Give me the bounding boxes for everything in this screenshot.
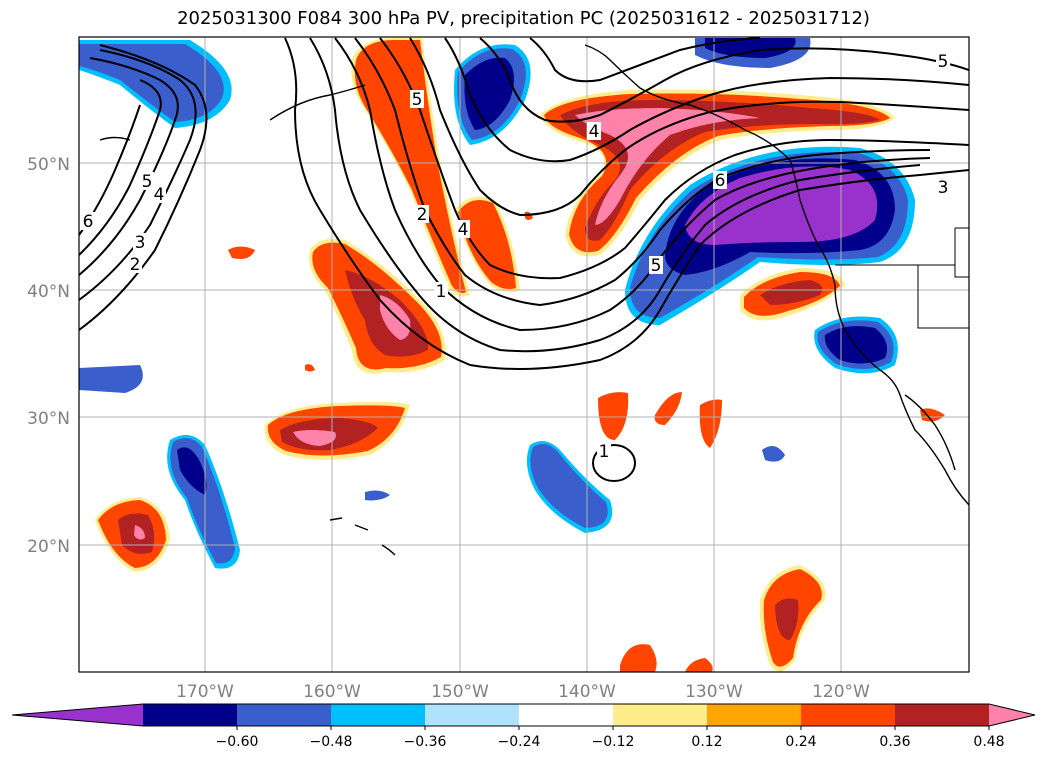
longitude-labels: 170°W 160°W 150°W 140°W 130°W 120°W [176, 682, 870, 702]
negative-pc-region [79, 365, 143, 393]
contour-labels: 5 4 6 3 2 5 2 4 1 4 6 5 3 5 1 [81, 52, 950, 462]
colorbar-tick-label: 0.12 [691, 734, 722, 750]
lat-label: 30°N [27, 409, 70, 429]
lon-label: 150°W [431, 682, 489, 702]
state-borders [835, 227, 969, 329]
positive-pc-region [264, 401, 410, 460]
precip-shading [79, 38, 945, 672]
negative-pc-region [79, 40, 232, 128]
positive-pc-region [95, 497, 170, 572]
negative-pc-region [454, 44, 531, 145]
colorbar: −0.60 −0.48 −0.36 −0.24 −0.12 0.12 0.24 0.36 0.4… [11, 703, 1036, 750]
colorbar-extend-high [989, 704, 1035, 726]
contour-label: 4 [458, 220, 469, 240]
colorbar-extend-low [12, 704, 143, 726]
colorbar-segment [613, 704, 708, 726]
contour-label: 4 [589, 122, 600, 142]
colorbar-tick-label: 0.24 [785, 734, 816, 750]
colorbar-segment [707, 704, 802, 726]
latitude-labels: 50°N 40°N 30°N 20°N [27, 155, 70, 557]
negative-pc-region [365, 490, 390, 501]
colorbar-tick-label: −0.48 [310, 734, 353, 750]
positive-pc-region [525, 211, 533, 220]
contour-label: 2 [130, 255, 141, 275]
lon-label: 120°W [812, 682, 870, 702]
colorbar-tick-label: −0.12 [592, 734, 635, 750]
colorbar-segment [425, 704, 520, 726]
positive-pc-region [455, 196, 520, 293]
negative-pc-region [167, 435, 240, 569]
colorbar-segment [801, 704, 896, 726]
positive-pc-region [309, 238, 446, 374]
pv-contours [79, 37, 969, 482]
contour-label: 6 [83, 212, 94, 232]
coastlines [99, 44, 969, 556]
contour-label: 5 [938, 52, 949, 72]
colorbar-segment [237, 704, 332, 726]
positive-pc-region [685, 658, 713, 672]
positive-pc-region [598, 392, 629, 440]
colorbar-tick-label: −0.24 [498, 734, 541, 750]
positive-pc-region [305, 364, 315, 372]
colorbar-segment [143, 704, 238, 726]
lat-label: 20°N [27, 537, 70, 557]
positive-pc-region [620, 644, 657, 672]
contour-label: 5 [142, 172, 153, 192]
colorbar-tick-label: −0.36 [404, 734, 447, 750]
map-title: 2025031300 F084 300 hPa PV, precipitatio… [177, 8, 870, 29]
negative-pc-region [762, 446, 785, 462]
lon-label: 170°W [176, 682, 234, 702]
negative-pc-region [695, 38, 811, 68]
positive-pc-region [699, 399, 722, 448]
contour-label: 1 [436, 282, 447, 302]
colorbar-segment [519, 704, 614, 726]
contour-label: 6 [715, 171, 726, 191]
lon-label: 130°W [685, 682, 743, 702]
positive-pc-region [740, 268, 845, 321]
colorbar-tick-label: −0.60 [216, 734, 259, 750]
contour-label: 5 [412, 90, 423, 110]
colorbar-tick-label: 0.36 [879, 734, 910, 750]
positive-pc-region [759, 565, 826, 672]
negative-pc-region [526, 441, 613, 533]
positive-pc-region [228, 246, 255, 259]
contour-label: 3 [135, 233, 146, 253]
map-gridlines [79, 37, 969, 672]
colorbar-segment [895, 704, 990, 726]
contour-label: 4 [154, 185, 165, 205]
positive-pc-region [654, 392, 682, 425]
colorbar-segment [331, 704, 426, 726]
negative-pc-region [814, 316, 898, 374]
contour-label: 2 [417, 205, 428, 225]
lat-label: 40°N [27, 282, 70, 302]
colorbar-outline [11, 703, 1036, 727]
lat-label: 50°N [27, 155, 70, 175]
map-frame [78, 36, 970, 673]
contour-label: 3 [938, 178, 949, 198]
contour-label: 5 [651, 256, 662, 276]
contour-label: 1 [599, 442, 610, 462]
colorbar-tick-label: 0.48 [973, 734, 1004, 750]
positive-pc-region [920, 408, 945, 422]
lon-label: 140°W [558, 682, 616, 702]
lon-label: 160°W [303, 682, 361, 702]
